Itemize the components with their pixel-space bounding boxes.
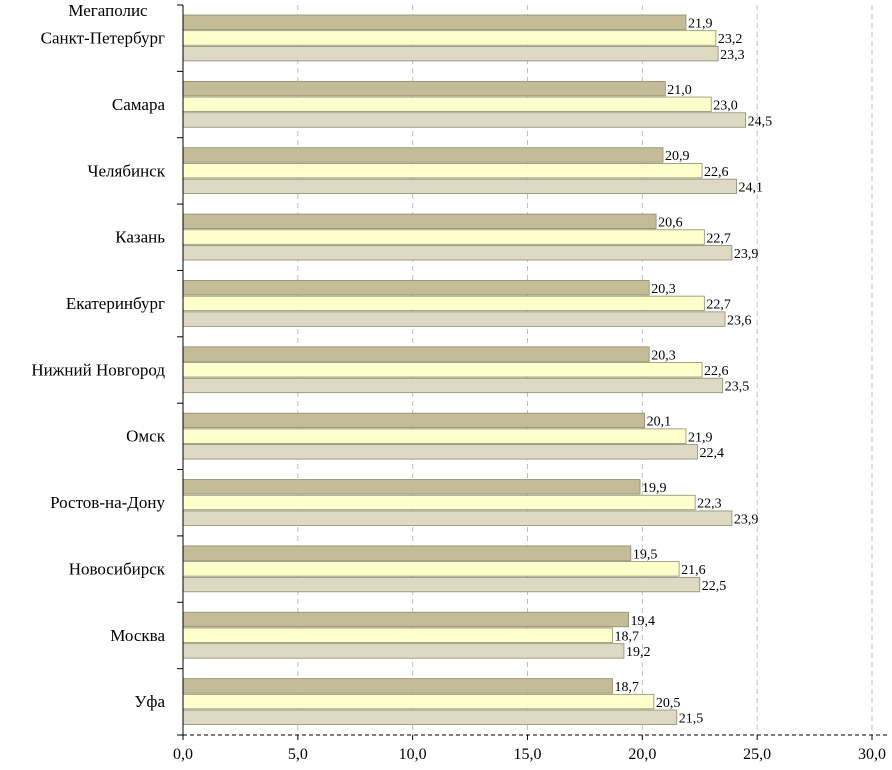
data-label: 22,6: [704, 165, 729, 180]
bar: [182, 561, 680, 577]
bar: [182, 576, 701, 593]
data-label: 22,4: [699, 446, 724, 461]
data-label: 23,2: [718, 32, 743, 47]
data-label: 19,9: [642, 481, 667, 496]
tick-label: 5,0: [288, 746, 308, 763]
data-label: 24,1: [738, 181, 763, 196]
category-label: Санкт-Петербург: [41, 29, 165, 48]
bar: [182, 46, 719, 62]
data-label: 21,9: [688, 430, 713, 445]
tick-label: 20,0: [628, 746, 656, 763]
tick-label: 10,0: [399, 746, 427, 763]
bar: [182, 229, 705, 245]
bar: [182, 709, 678, 725]
data-label: 21,6: [681, 563, 706, 578]
bar: [182, 311, 726, 327]
category-label: Нижний Новгород: [31, 360, 165, 379]
data-label: 21,5: [679, 712, 704, 727]
bar: [182, 494, 696, 511]
category-label: Екатеринбург: [66, 294, 165, 313]
bar: [182, 479, 641, 495]
bar: [182, 213, 657, 229]
data-label: 20,3: [651, 348, 676, 363]
category-axis-title: Мегаполис: [68, 1, 148, 20]
category-label: Новосибирск: [69, 559, 166, 578]
bar: [182, 611, 629, 628]
bar: [182, 693, 655, 710]
bar: [182, 178, 737, 195]
bar: [182, 80, 666, 97]
category-label: Уфа: [134, 692, 165, 711]
tick-label: 30,0: [858, 746, 886, 763]
bar: [182, 643, 625, 659]
data-label: 18,7: [614, 629, 639, 644]
bar: [182, 545, 632, 561]
data-label: 20,6: [658, 216, 683, 231]
category-label: Ростов-на-Дону: [50, 493, 165, 512]
data-label: 20,5: [656, 696, 681, 711]
data-label: 18,7: [614, 680, 639, 695]
bar: [182, 280, 650, 296]
data-label: 21,9: [688, 17, 713, 32]
data-label: 22,7: [706, 298, 731, 313]
data-label: 20,3: [651, 282, 676, 297]
category-label: Казань: [115, 228, 165, 247]
data-label: 19,2: [626, 645, 651, 660]
category-label: Москва: [110, 626, 165, 645]
bar: [182, 14, 687, 30]
bar: [182, 245, 733, 261]
data-label: 23,6: [727, 313, 752, 328]
data-label: 22,5: [702, 579, 727, 594]
data-label: 20,1: [647, 415, 672, 430]
axes-group: Санкт-Петербург Самара Челябинск Казань Екат…: [31, 4, 890, 763]
category-label: Омск: [126, 427, 166, 446]
data-label: 23,5: [725, 380, 750, 395]
data-label: 20,9: [665, 149, 690, 164]
bar: [182, 627, 613, 643]
bar: [182, 678, 613, 694]
bar: [182, 163, 703, 179]
bar: [182, 295, 705, 312]
bar: [182, 377, 724, 394]
data-label: 19,5: [633, 547, 658, 562]
tick-label: 0,0: [173, 746, 193, 763]
category-label: Самара: [112, 95, 166, 114]
bar: [182, 112, 747, 128]
data-label: 22,3: [697, 497, 722, 512]
tick-label: 15,0: [514, 746, 542, 763]
data-label: 23,9: [734, 247, 759, 262]
data-label: 23,9: [734, 512, 759, 527]
bar: [182, 147, 664, 163]
bar: [182, 96, 712, 112]
bars-group: [182, 14, 747, 725]
bar: [182, 412, 646, 429]
data-label: 23,0: [713, 99, 738, 114]
data-label: 22,7: [706, 231, 731, 246]
category-label: Челябинск: [87, 161, 165, 180]
bar: [182, 510, 733, 526]
data-label: 23,3: [720, 48, 745, 63]
value-labels-group: 21,9 23,223,3 21,0 23,0 24,5 20,9 22,6 24,1 20,6…: [614, 17, 772, 727]
tick-label: 25,0: [743, 746, 771, 763]
bar: [182, 428, 687, 444]
data-label: 22,6: [704, 364, 729, 379]
data-label: 21,0: [667, 83, 692, 98]
bar: [182, 346, 650, 362]
data-label: 19,4: [631, 614, 656, 629]
bar: [182, 30, 717, 46]
bar: [182, 362, 703, 378]
bar: [182, 444, 698, 460]
data-label: 24,5: [748, 114, 773, 129]
